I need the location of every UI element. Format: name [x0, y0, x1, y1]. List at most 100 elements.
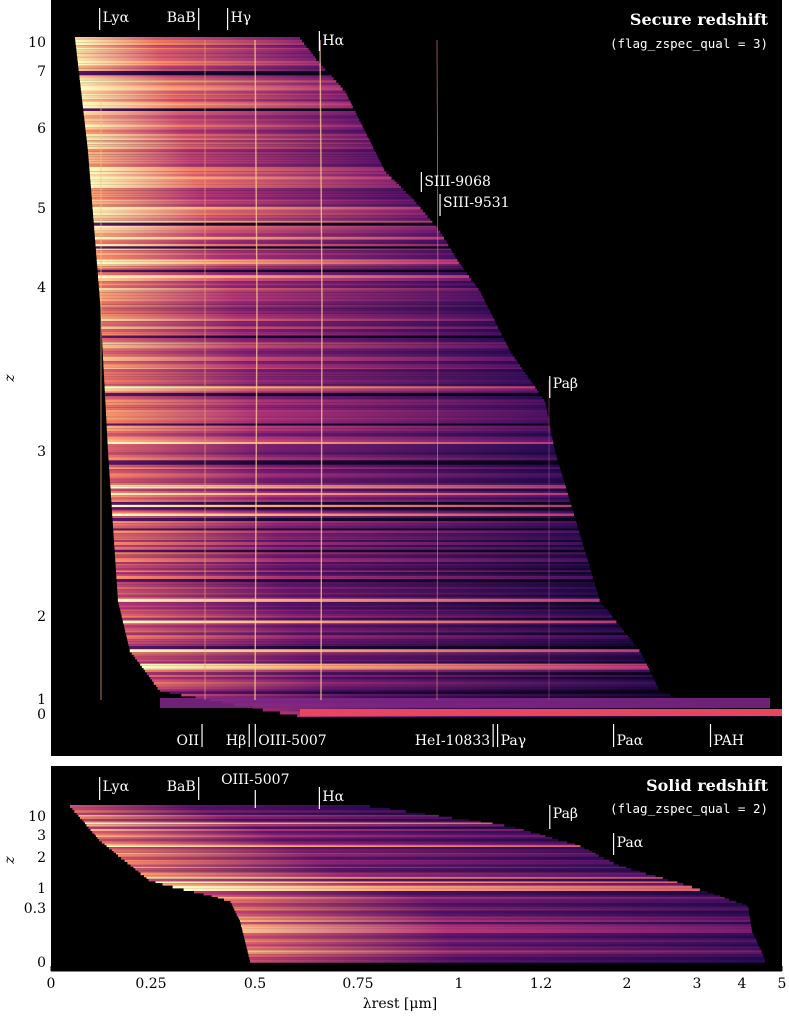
- spectrum-row: [116, 573, 593, 576]
- bottom-y-axis-label: z: [2, 856, 18, 865]
- x-tick-label: 1.2: [530, 976, 552, 992]
- spectrum-row: [143, 668, 650, 670]
- spectrum-row: [230, 900, 737, 903]
- x-axis-label: λrest [μm]: [363, 996, 437, 1012]
- spectrum-row: [90, 184, 399, 187]
- spectrum-row: [236, 913, 750, 917]
- spectrum-row: [246, 946, 760, 949]
- spectrum-row: [103, 356, 515, 360]
- spectrum-row: [113, 530, 580, 534]
- spectrum-row: [106, 425, 551, 429]
- line-marker: PAH: [709, 724, 744, 749]
- line-marker: Paα: [612, 833, 644, 855]
- spectrum-row: [94, 236, 445, 240]
- spectrum-row: [100, 310, 491, 314]
- spectrum-row: [114, 547, 585, 550]
- spectrum-row: [114, 540, 582, 542]
- spectrum-row: [241, 924, 751, 927]
- y-tick-label: 0: [37, 955, 46, 971]
- spectrum-row: [115, 565, 590, 569]
- spectrum-row: [91, 199, 415, 202]
- line-marker: HeI-10833: [415, 724, 494, 749]
- line-marker: BaB: [167, 8, 200, 30]
- spectrum-row: [94, 225, 437, 228]
- spectrum-row: [241, 927, 752, 929]
- line-marker-label: Paβ: [553, 806, 578, 822]
- line-marker: OII: [176, 724, 203, 749]
- spectrum-row: [82, 105, 353, 109]
- spectrum-row: [239, 919, 751, 923]
- spectrum-row: [100, 308, 490, 311]
- spectrum-row: [87, 146, 374, 149]
- spectrum-row: [111, 502, 571, 505]
- spectrum-row: [83, 108, 355, 111]
- spectrum-row: [108, 460, 559, 464]
- spectrum-row: [148, 675, 653, 678]
- spectrum-row: [116, 852, 596, 855]
- spectrum-row: [101, 331, 501, 334]
- spectrum-row: [102, 338, 504, 341]
- spectrum-row: [109, 467, 561, 470]
- spectrum-row: [102, 346, 509, 349]
- x-tick-label: 0.25: [135, 976, 166, 992]
- spectrum-row: [117, 584, 596, 587]
- spectrum-row: [107, 444, 554, 447]
- line-marker: Hα: [318, 31, 345, 51]
- spectrum-row: [97, 269, 466, 273]
- spectrum-row: [102, 351, 511, 354]
- spectrum-row: [89, 171, 387, 174]
- spectrum-row: [107, 436, 553, 440]
- spectrum-row: [114, 552, 586, 555]
- spectrum-row: [96, 257, 457, 260]
- spectrum-row: [76, 47, 309, 50]
- spectrum-row: [99, 292, 482, 296]
- x-axis: 0 0.25 0.5 0.75 1 1.2 2 3 4 5: [47, 966, 787, 992]
- spectrum-row: [137, 659, 645, 662]
- spectrum-row: [235, 910, 749, 914]
- spectrum-row: [100, 313, 492, 316]
- line-marker-label: Paβ: [553, 376, 578, 392]
- spectrum-row: [113, 528, 579, 531]
- spectrum-row: [128, 644, 636, 647]
- y-tick-label: 4: [37, 280, 46, 296]
- y-tick-label: 0: [37, 707, 46, 723]
- spectrum-row: [115, 559, 588, 563]
- x-tick-label: 5: [778, 976, 787, 992]
- line-marker-label: PAH: [714, 733, 744, 749]
- spectrum-row: [90, 179, 395, 182]
- spectrum-row: [109, 473, 562, 476]
- spectrum-row: [89, 168, 385, 172]
- spectrum-row: [100, 306, 489, 309]
- x-tick-label: 0.5: [244, 976, 266, 992]
- bottom-panel-subtitle: (flag_zspec_qual = 2): [610, 801, 768, 816]
- y-tick-label: 5: [37, 201, 46, 217]
- spectrum-row: [109, 471, 562, 474]
- spectrum-row: [85, 822, 493, 825]
- spectrum-row: [111, 507, 573, 510]
- spectrum-row: [119, 605, 604, 608]
- spectrum-row: [114, 542, 583, 546]
- spectrum-row: [105, 407, 547, 410]
- top-panel-title: Secure redshift: [630, 10, 769, 29]
- spectrum-row: [159, 689, 660, 692]
- spectrum-row: [112, 518, 576, 522]
- line-marker-label: Paα: [617, 835, 644, 851]
- spectrum-row: [94, 227, 438, 231]
- spectrum-row: [107, 446, 555, 450]
- spectrum-row: [106, 412, 548, 417]
- spectrum-row: [77, 56, 315, 58]
- line-marker-label: BaB: [167, 10, 196, 26]
- spectrum-row: [101, 321, 496, 324]
- spectrum-row: [76, 49, 311, 52]
- spectrum-row: [101, 326, 499, 330]
- line-marker: Hγ: [226, 8, 252, 30]
- spectrum-row: [89, 174, 389, 177]
- spectrum-row: [75, 42, 305, 45]
- line-marker-label: Hγ: [231, 10, 252, 26]
- spectrum-row: [91, 188, 404, 191]
- line-marker-label: OIII-5007: [258, 733, 326, 749]
- spectrum-row: [150, 677, 654, 680]
- spectrum-row: [115, 563, 590, 566]
- spectrum-row: [89, 163, 382, 167]
- spectrum-row: [115, 568, 591, 571]
